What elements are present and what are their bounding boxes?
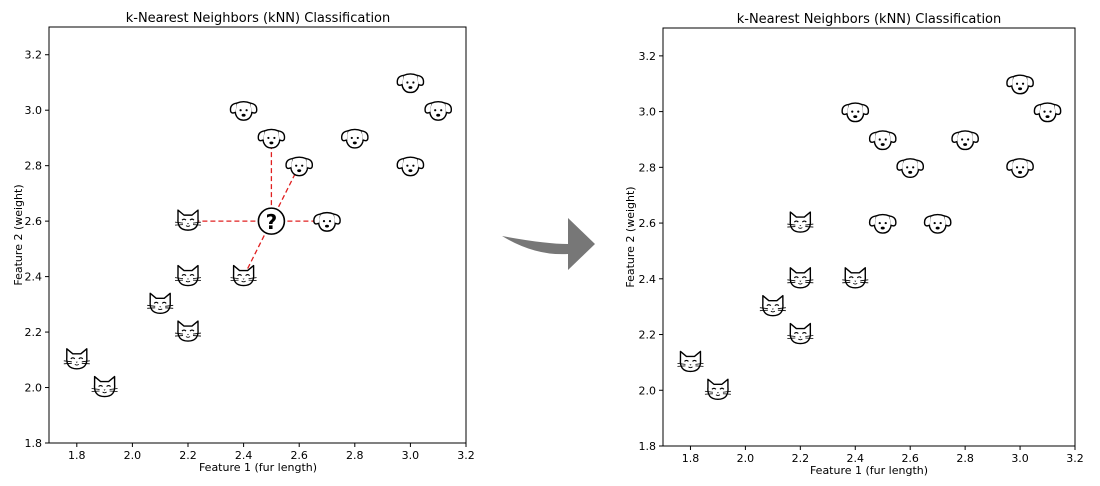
x-tick-label: 2.0 [737, 452, 755, 465]
y-tick-label: 2.8 [639, 161, 657, 174]
x-axis: 1.8 2.0 2.2 2.4 2.6 2.8 3.0 3.2 [682, 446, 1084, 465]
y-tick-label: 1.8 [25, 437, 43, 450]
y-tick-label: 2.4 [639, 273, 657, 286]
cat-icon [63, 348, 91, 370]
dog-icon [1006, 158, 1034, 179]
cat-icon [90, 375, 119, 398]
dog-icon [896, 158, 925, 179]
dog-icon [923, 213, 952, 234]
dog-icon [424, 100, 453, 121]
y-tick-label: 2.0 [639, 384, 657, 397]
x-tick-label: 2.0 [124, 449, 142, 462]
dog-icon [340, 128, 369, 149]
x-tick-label: 3.0 [1011, 452, 1029, 465]
data-points [676, 74, 1062, 400]
dog-icon [229, 100, 258, 121]
x-tick-label: 2.8 [956, 452, 974, 465]
x-tick-label: 3.2 [457, 449, 475, 462]
y-tick-label: 2.6 [639, 217, 657, 230]
y-tick-label: 2.8 [25, 160, 43, 173]
y-tick-label: 1.8 [639, 440, 657, 453]
y-tick-label: 2.0 [25, 382, 43, 395]
chart-left: k-Nearest Neighbors (kNN) Classification… [12, 11, 475, 474]
dog-icon [257, 128, 286, 149]
chart-right: k-Nearest Neighbors (kNN) Classification… [624, 12, 1084, 477]
y-axis: 1.8 2.0 2.2 2.4 2.6 2.8 3.0 3.2 [25, 49, 49, 450]
y-tick-label: 3.0 [639, 106, 657, 119]
x-tick-label: 2.6 [290, 449, 308, 462]
cat-icon [841, 267, 869, 289]
x-axis-label: Feature 1 (fur length) [810, 464, 928, 477]
y-axis: 1.8 2.0 2.2 2.4 2.6 2.8 3.0 3.2 [639, 50, 663, 453]
cat-icon [174, 264, 202, 287]
cat-icon [786, 322, 815, 345]
x-axis: 1.8 2.0 2.2 2.4 2.6 2.8 3.0 3.2 [68, 443, 475, 462]
dog-icon [396, 73, 425, 94]
y-tick-label: 2.2 [639, 329, 657, 342]
y-tick-label: 2.6 [25, 215, 43, 228]
x-tick-label: 2.4 [847, 452, 865, 465]
cat-icon [174, 320, 202, 342]
y-tick-label: 3.2 [25, 49, 43, 62]
dog-icon [951, 130, 979, 151]
cat-icon [759, 294, 787, 317]
x-tick-label: 2.2 [792, 452, 810, 465]
y-tick-label: 2.2 [25, 326, 43, 339]
dog-icon [841, 102, 870, 123]
query-circle [257, 207, 286, 235]
x-tick-label: 2.6 [901, 452, 919, 465]
dog-icon [868, 213, 897, 234]
x-tick-label: 2.4 [235, 449, 253, 462]
dog-icon [313, 211, 341, 232]
x-tick-label: 1.8 [682, 452, 700, 465]
plot-frame [48, 26, 467, 444]
cat-icon [786, 267, 815, 289]
x-tick-label: 2.2 [179, 449, 197, 462]
data-points [63, 73, 453, 398]
cat-icon [676, 350, 705, 373]
cat-icon [146, 292, 174, 315]
chart-title: k-Nearest Neighbors (kNN) Classification [126, 11, 391, 26]
y-tick-label: 3.0 [25, 104, 43, 117]
curved-arrow-icon [502, 218, 595, 270]
x-tick-label: 3.2 [1066, 452, 1084, 465]
y-axis-label: Feature 2 (weight) [624, 186, 637, 287]
query-label: ? [266, 210, 278, 234]
query-point: ? [257, 207, 286, 235]
x-axis-label: Feature 1 (fur length) [199, 461, 317, 474]
cat-icon [174, 209, 202, 231]
cat-icon [786, 211, 815, 233]
dog-icon [396, 156, 425, 177]
y-tick-label: 2.4 [25, 271, 43, 284]
chart-title: k-Nearest Neighbors (kNN) Classification [737, 12, 1002, 27]
y-tick-label: 3.2 [639, 50, 657, 63]
dog-icon [285, 156, 314, 177]
dog-icon [1033, 102, 1062, 123]
x-tick-label: 1.8 [68, 449, 86, 462]
plot-frame [662, 27, 1076, 447]
cat-icon [229, 264, 258, 287]
x-tick-label: 3.0 [402, 449, 420, 462]
dog-icon [868, 130, 897, 151]
y-axis-label: Feature 2 (weight) [12, 184, 25, 285]
dog-icon [1006, 74, 1034, 95]
x-tick-label: 2.8 [346, 449, 364, 462]
cat-icon [704, 378, 732, 400]
